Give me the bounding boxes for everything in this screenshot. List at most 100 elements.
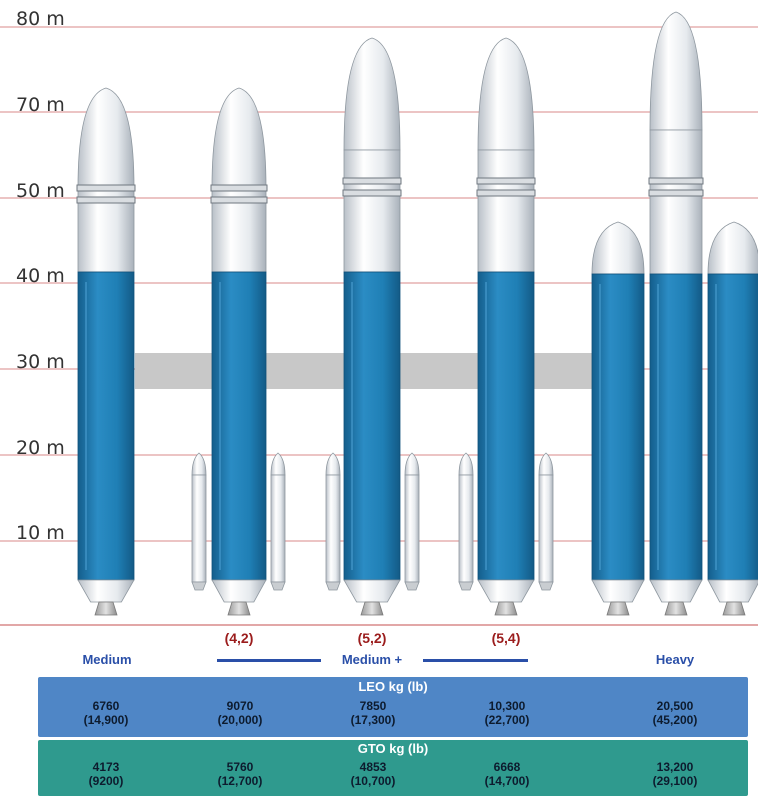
gto-cell-5-2: 4853 (10,700) — [318, 760, 428, 788]
srb-nozzle — [538, 581, 554, 591]
srb-nozzle — [404, 581, 420, 591]
aft-skirt — [343, 579, 401, 603]
solid-rocket-motor — [270, 452, 286, 591]
gto-title: GTO kg (lb) — [357, 741, 429, 756]
heavy-right-booster — [707, 221, 758, 616]
upper-stage — [477, 149, 535, 273]
tick-label-70: 70 m — [16, 94, 65, 116]
engine-nozzle — [227, 601, 251, 616]
solid-rocket-motor — [404, 452, 420, 591]
engine-nozzle — [606, 601, 630, 616]
gto-cell-5-4: 6668 (14,700) — [452, 760, 562, 788]
config-label-4-2: (4,2) — [224, 630, 254, 646]
payload-fairing — [477, 37, 535, 151]
aft-skirt — [591, 579, 645, 603]
tick-label-80: 80 m — [16, 8, 65, 30]
aft-skirt — [77, 579, 135, 603]
payload-fairing — [591, 221, 645, 275]
srb-nozzle — [270, 581, 286, 591]
common-booster-core — [77, 271, 135, 581]
engine-nozzle — [94, 601, 118, 616]
leo-cell-heavy: 20,500 (45,200) — [620, 699, 730, 727]
srb-body — [458, 474, 474, 583]
leo-payload-band: LEO kg (lb) 6760 (14,900) 9070 (20,000) 78… — [38, 677, 748, 737]
tick-label-50: 50 m — [16, 180, 65, 202]
engine-nozzle — [722, 601, 746, 616]
rocket-diagram: 80 m 70 m 50 m 40 m 30 m 20 m 10 m — [0, 8, 758, 626]
common-booster-core — [591, 273, 645, 581]
payload-fairing — [343, 37, 401, 151]
aft-skirt — [707, 579, 758, 603]
leo-lb: (17,300) — [350, 713, 396, 727]
leo-kg: 20,500 — [656, 699, 694, 713]
srb-nose — [538, 452, 554, 476]
gto-lb: (9200) — [88, 774, 124, 788]
gto-cell-heavy: 13,200 (29,100) — [620, 760, 730, 788]
tick-label-20: 20 m — [16, 437, 65, 459]
heavy-left-booster — [591, 221, 645, 616]
srb-nozzle — [325, 581, 341, 591]
medium-plus-line-left — [217, 659, 321, 662]
separation-band — [210, 184, 268, 192]
srb-body — [270, 474, 286, 583]
gto-lb: (10,700) — [350, 774, 396, 788]
rocket-medium-plus-5-4 — [476, 37, 536, 616]
separation-band — [342, 177, 402, 185]
srb-body — [325, 474, 341, 583]
leo-lb: (20,000) — [217, 713, 263, 727]
tick-label-10: 10 m — [16, 522, 65, 544]
config-label-5-4: (5,4) — [491, 630, 521, 646]
upper-stage — [343, 149, 401, 273]
common-booster-core — [343, 271, 401, 581]
solid-rocket-motor — [458, 452, 474, 591]
common-booster-core — [649, 273, 703, 581]
payload-fairing — [211, 87, 267, 189]
leo-title: LEO kg (lb) — [358, 679, 428, 694]
srb-body — [538, 474, 554, 583]
leo-kg: 9070 — [226, 699, 254, 713]
separation-band — [476, 189, 536, 197]
gto-kg: 5760 — [226, 760, 254, 774]
upper-stage — [649, 129, 703, 275]
solid-rocket-motor — [538, 452, 554, 591]
separation-band — [210, 196, 268, 204]
engine-nozzle — [664, 601, 688, 616]
leo-cell-5-2: 7850 (17,300) — [318, 699, 428, 727]
common-booster-core — [477, 271, 535, 581]
config-label-5-2: (5,2) — [357, 630, 387, 646]
srb-body — [191, 474, 207, 583]
aft-skirt — [477, 579, 535, 603]
srb-nozzle — [191, 581, 207, 591]
leo-cell-medium: 6760 (14,900) — [51, 699, 161, 727]
gto-lb: (14,700) — [484, 774, 530, 788]
leo-cell-4-2: 9070 (20,000) — [185, 699, 295, 727]
medium-plus-line-right — [423, 659, 528, 662]
separation-band — [342, 189, 402, 197]
srb-nose — [404, 452, 420, 476]
family-label-medium: Medium — [82, 652, 132, 667]
engine-nozzle — [494, 601, 518, 616]
leo-kg: 7850 — [359, 699, 387, 713]
gto-kg: 6668 — [493, 760, 521, 774]
gto-kg: 4853 — [359, 760, 387, 774]
leo-lb: (22,700) — [484, 713, 530, 727]
leo-kg: 10,300 — [488, 699, 526, 713]
payload-fairing — [707, 221, 758, 275]
gto-kg: 4173 — [92, 760, 120, 774]
leo-lb: (14,900) — [83, 713, 129, 727]
payload-fairing — [649, 11, 703, 131]
srb-body — [404, 474, 420, 583]
gto-cell-4-2: 5760 (12,700) — [185, 760, 295, 788]
aft-skirt — [649, 579, 703, 603]
gto-payload-band: GTO kg (lb) 4173 (9200) 5760 (12,700) 4853… — [38, 740, 748, 796]
rocket-medium-plus-4-2 — [210, 87, 268, 616]
separation-band — [76, 196, 136, 204]
gto-lb: (12,700) — [217, 774, 263, 788]
solid-rocket-motor — [325, 452, 341, 591]
gto-lb: (29,100) — [652, 774, 698, 788]
engine-nozzle — [360, 601, 384, 616]
separation-band — [76, 184, 136, 192]
family-label-heavy: Heavy — [655, 652, 695, 667]
rocket-layer — [76, 11, 758, 616]
separation-band — [476, 177, 536, 185]
